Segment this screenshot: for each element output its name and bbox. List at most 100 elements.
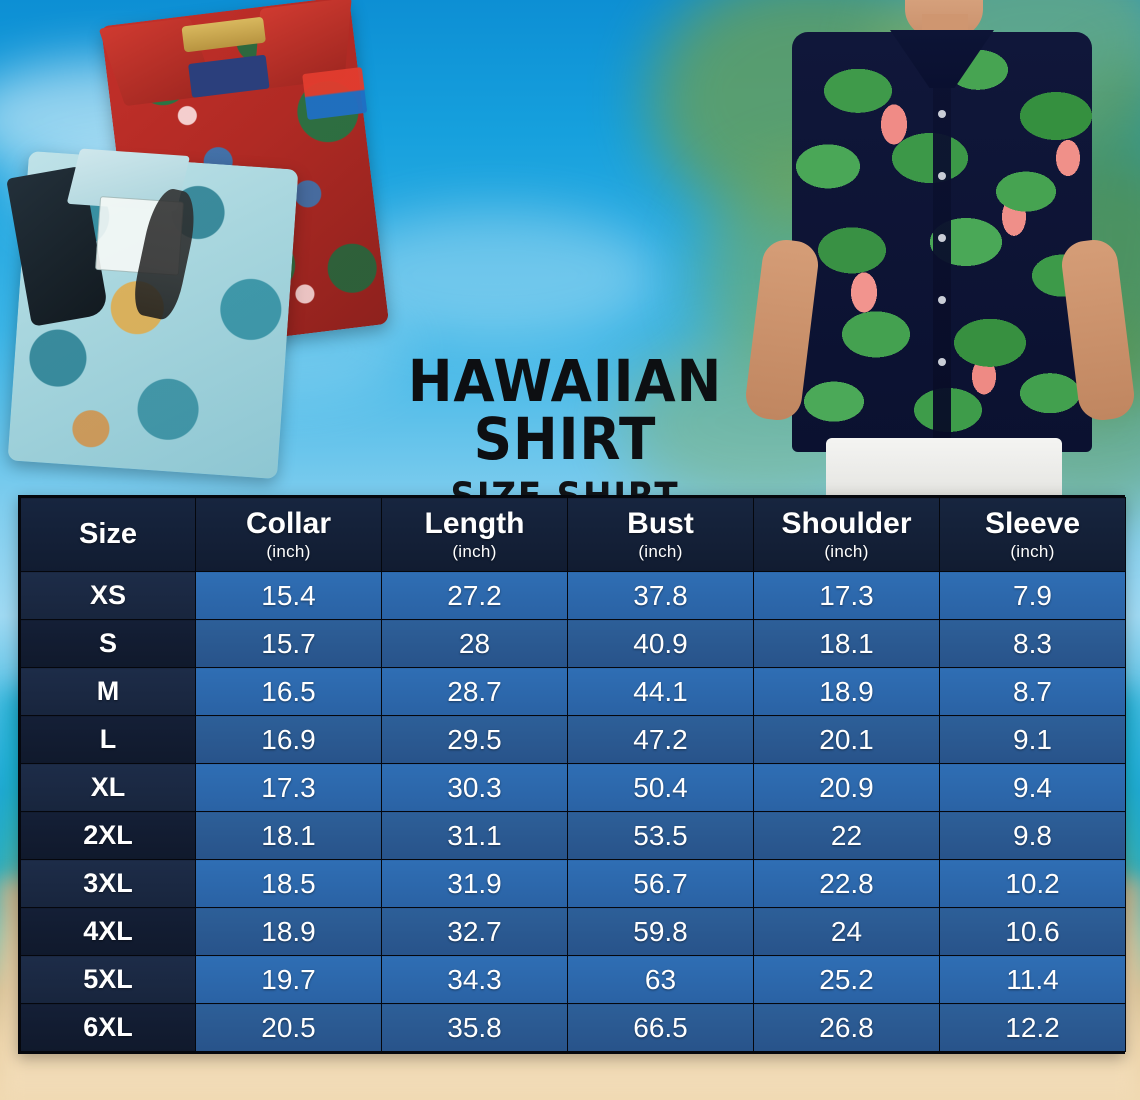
measurement-cell-length: 35.8	[381, 1003, 568, 1052]
measurement-cell-bust: 44.1	[567, 667, 754, 716]
size-label-cell: XL	[20, 763, 196, 812]
measurement-cell-shoulder: 24	[753, 907, 940, 956]
measurement-cell-length: 29.5	[381, 715, 568, 764]
column-header-label: Shoulder	[781, 507, 912, 540]
measurement-cell-collar: 18.1	[195, 811, 382, 860]
measurement-cell-bust: 53.5	[567, 811, 754, 860]
shirt-button	[938, 358, 946, 366]
size-chart-table: Size Collar (inch) Length (inch) Bust (i…	[20, 497, 1126, 1052]
column-header-length: Length (inch)	[381, 497, 568, 572]
shirt-button	[938, 110, 946, 118]
table-row: XL 17.3 30.3 50.4 20.9 9.4	[20, 763, 1126, 812]
measurement-cell-length: 28	[381, 619, 568, 668]
column-header-unit: (inch)	[1010, 542, 1055, 561]
table-row: 2XL 18.1 31.1 53.5 22 9.8	[20, 811, 1126, 860]
model-photo	[740, 0, 1140, 508]
measurement-cell-sleeve: 12.2	[939, 1003, 1126, 1052]
measurement-cell-collar: 17.3	[195, 763, 382, 812]
measurement-cell-collar: 16.9	[195, 715, 382, 764]
column-header-bust: Bust (inch)	[567, 497, 754, 572]
measurement-cell-length: 30.3	[381, 763, 568, 812]
size-label-cell: M	[20, 667, 196, 716]
column-header-label: Collar	[245, 507, 332, 540]
measurement-cell-shoulder: 22.8	[753, 859, 940, 908]
measurement-cell-sleeve: 8.3	[939, 619, 1126, 668]
measurement-cell-collar: 18.5	[195, 859, 382, 908]
size-label-cell: S	[20, 619, 196, 668]
size-label-cell: 3XL	[20, 859, 196, 908]
column-header-size: Size	[20, 497, 196, 572]
column-header-shoulder: Shoulder (inch)	[753, 497, 940, 572]
size-label-cell: XS	[20, 571, 196, 620]
size-label-cell: 2XL	[20, 811, 196, 860]
table-row: 4XL 18.9 32.7 59.8 24 10.6	[20, 907, 1126, 956]
measurement-cell-collar: 15.4	[195, 571, 382, 620]
measurement-cell-shoulder: 18.1	[753, 619, 940, 668]
measurement-cell-sleeve: 10.2	[939, 859, 1126, 908]
measurement-cell-length: 27.2	[381, 571, 568, 620]
measurement-cell-length: 31.9	[381, 859, 568, 908]
size-chart-table-container: Size Collar (inch) Length (inch) Bust (i…	[18, 495, 1126, 1054]
size-label-cell: 4XL	[20, 907, 196, 956]
size-label-cell: 5XL	[20, 955, 196, 1004]
table-row: M 16.5 28.7 44.1 18.9 8.7	[20, 667, 1126, 716]
measurement-cell-bust: 47.2	[567, 715, 754, 764]
measurement-cell-bust: 40.9	[567, 619, 754, 668]
folded-shirts-photo	[6, 0, 390, 480]
measurement-cell-collar: 18.9	[195, 907, 382, 956]
page-title: HAWAIIAN SHIRT	[407, 347, 723, 473]
measurement-cell-bust: 37.8	[567, 571, 754, 620]
table-row: 6XL 20.5 35.8 66.5 26.8 12.2	[20, 1003, 1126, 1052]
column-header-label: Sleeve	[984, 507, 1081, 540]
column-header-unit: (inch)	[452, 542, 497, 561]
shirt-button	[938, 234, 946, 242]
measurement-cell-shoulder: 17.3	[753, 571, 940, 620]
table-header: Size Collar (inch) Length (inch) Bust (i…	[20, 497, 1126, 572]
measurement-cell-shoulder: 22	[753, 811, 940, 860]
measurement-cell-bust: 50.4	[567, 763, 754, 812]
brand-tag	[181, 16, 267, 53]
brand-logo-patch	[302, 66, 368, 120]
measurement-cell-shoulder: 25.2	[753, 955, 940, 1004]
measurement-cell-sleeve: 8.7	[939, 667, 1126, 716]
measurement-cell-length: 34.3	[381, 955, 568, 1004]
table-row: L 16.9 29.5 47.2 20.1 9.1	[20, 715, 1126, 764]
measurement-cell-sleeve: 10.6	[939, 907, 1126, 956]
column-header-collar: Collar (inch)	[195, 497, 382, 572]
measurement-cell-length: 31.1	[381, 811, 568, 860]
measurement-cell-collar: 20.5	[195, 1003, 382, 1052]
table-row: 5XL 19.7 34.3 63 25.2 11.4	[20, 955, 1126, 1004]
shirt-button	[938, 172, 946, 180]
measurement-cell-sleeve: 9.1	[939, 715, 1126, 764]
measurement-cell-shoulder: 18.9	[753, 667, 940, 716]
light-blue-hawaiian-shirt	[6, 148, 299, 480]
column-header-label: Bust	[627, 507, 694, 540]
table-row: S 15.7 28 40.9 18.1 8.3	[20, 619, 1126, 668]
measurement-cell-bust: 59.8	[567, 907, 754, 956]
column-header-label: Size	[78, 518, 138, 550]
measurement-cell-sleeve: 11.4	[939, 955, 1126, 1004]
navy-flamingo-shirt	[792, 32, 1092, 452]
measurement-cell-sleeve: 9.8	[939, 811, 1126, 860]
measurement-cell-shoulder: 20.9	[753, 763, 940, 812]
measurement-cell-collar: 15.7	[195, 619, 382, 668]
size-label-cell: L	[20, 715, 196, 764]
shirt-button	[938, 296, 946, 304]
shirt-placket	[933, 32, 951, 452]
measurement-cell-length: 28.7	[381, 667, 568, 716]
measurement-cell-sleeve: 9.4	[939, 763, 1126, 812]
size-label-cell: 6XL	[20, 1003, 196, 1052]
measurement-cell-shoulder: 20.1	[753, 715, 940, 764]
measurement-cell-collar: 16.5	[195, 667, 382, 716]
measurement-cell-length: 32.7	[381, 907, 568, 956]
measurement-cell-shoulder: 26.8	[753, 1003, 940, 1052]
table-header-row: Size Collar (inch) Length (inch) Bust (i…	[20, 497, 1126, 572]
table-row: 3XL 18.5 31.9 56.7 22.8 10.2	[20, 859, 1126, 908]
measurement-cell-bust: 63	[567, 955, 754, 1004]
poster-title-block: HAWAIIAN SHIRT SIZE SHIRT	[330, 352, 800, 515]
measurement-cell-sleeve: 7.9	[939, 571, 1126, 620]
column-header-unit: (inch)	[638, 542, 683, 561]
column-header-unit: (inch)	[824, 542, 869, 561]
table-body: XS 15.4 27.2 37.8 17.3 7.9 S 15.7 28 40.9 18.1 8.3 M…	[20, 571, 1126, 1052]
